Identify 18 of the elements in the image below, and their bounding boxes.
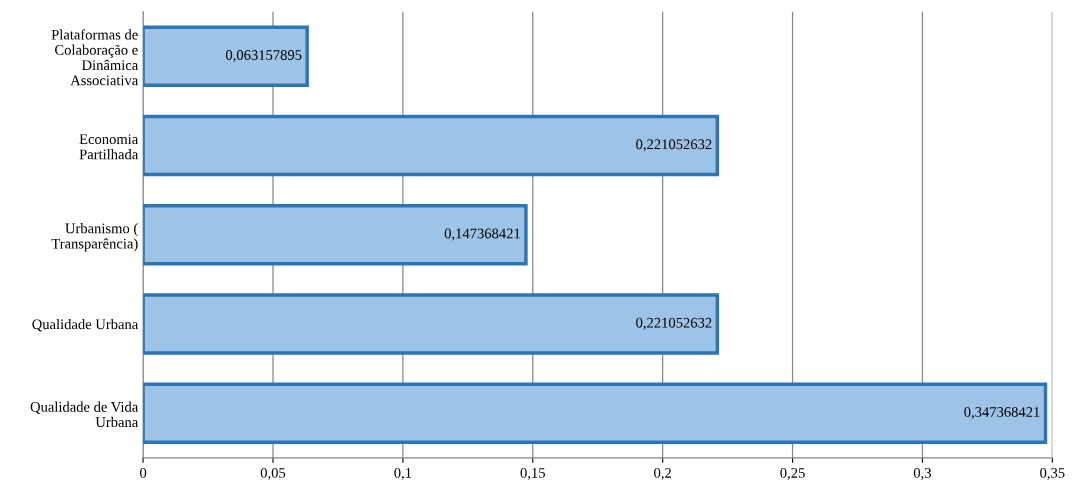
x-tick-label: 0,15: [520, 467, 545, 480]
x-tick-label: 0: [140, 467, 147, 478]
data-label: 0,221052632: [636, 139, 712, 152]
y-tick-label: Urbanismo ( Transparência): [51, 223, 138, 252]
x-tick-label: 0,05: [260, 467, 286, 480]
x-tick-label: 0,1: [394, 467, 412, 480]
x-tick-label: 0,25: [780, 467, 805, 480]
x-tick-label: 0,35: [1040, 467, 1065, 480]
y-tick-label: Plataformas de Colaboração e Dinâmica Associativa: [51, 29, 139, 86]
x-tick-label: 0,2: [654, 467, 671, 480]
y-tick-label: Qualidade Urbana: [32, 318, 139, 332]
x-tick-label: 0,3: [913, 467, 931, 480]
data-label: 0,221052632: [636, 317, 712, 330]
data-label: 0,347368421: [964, 407, 1040, 419]
data-label: 0,147368421: [444, 228, 520, 241]
data-label: 0,063157895: [225, 50, 302, 63]
y-tick-label: Economia Partilhada: [79, 134, 139, 160]
y-tick-label: Qualidade de Vida Urbana: [30, 401, 139, 428]
